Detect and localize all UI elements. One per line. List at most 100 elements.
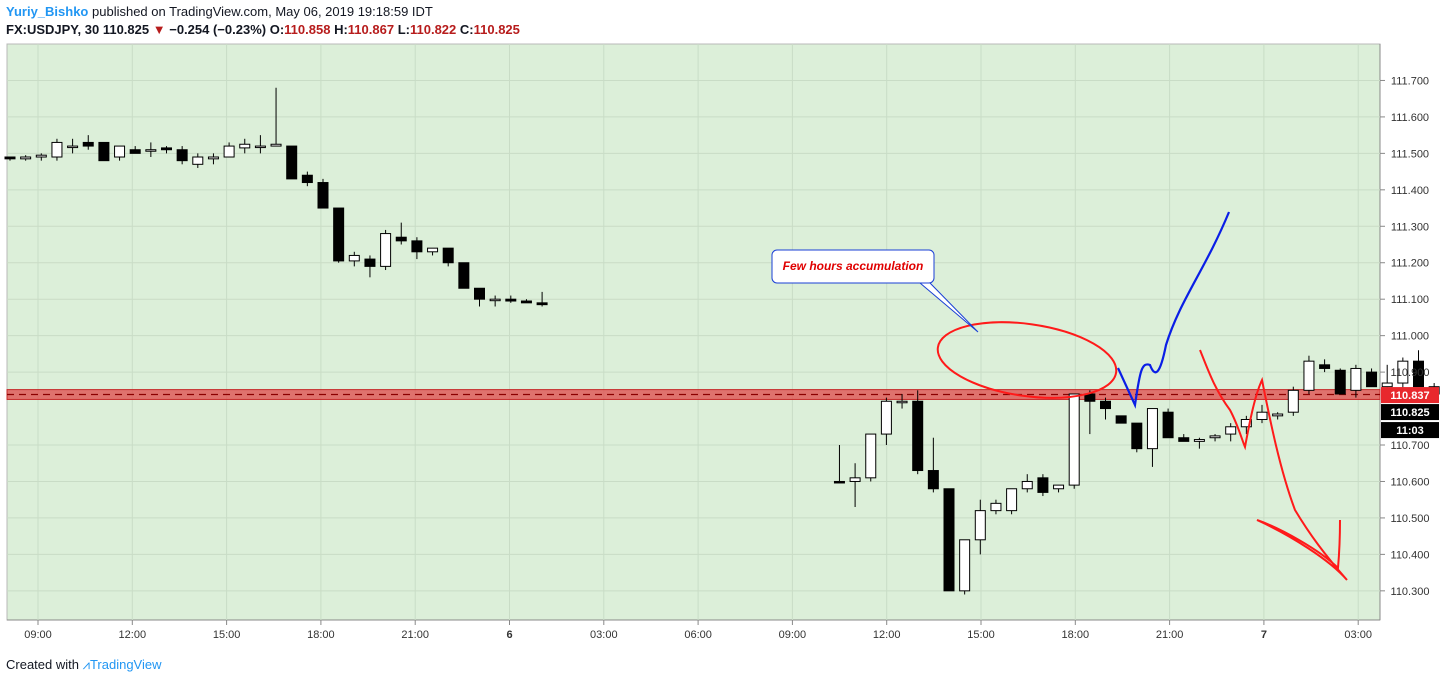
candle-body (865, 433, 877, 479)
footer: Created with ⩘TradingView (6, 657, 162, 673)
price-tick-label: 110.400 (1391, 549, 1430, 561)
candle-body (1115, 415, 1127, 424)
price-tick-label: 110.700 (1391, 440, 1430, 452)
close-value: 110.825 (473, 22, 520, 37)
candle-body (1256, 411, 1268, 420)
candle-body (286, 145, 298, 180)
candle-body (489, 298, 501, 302)
price-line-badge (1381, 387, 1439, 404)
tradingview-brand[interactable]: TradingView (89, 657, 162, 672)
candle-body (1021, 480, 1033, 490)
time-axis[interactable]: 09:00 12:00 15:00 18:00 21:00 6 03:00 06:00 09:0… (24, 620, 1372, 641)
candle-body (333, 207, 345, 262)
open-value: 110.858 (284, 22, 331, 37)
candle-body (927, 470, 939, 490)
candle-body (1366, 371, 1378, 388)
candle-body (1225, 426, 1237, 435)
time-tick-label: 21:00 (1156, 629, 1184, 641)
price-tick-label: 111.200 (1391, 258, 1429, 270)
callout-box (771, 249, 935, 284)
price-change: −0.254 (−0.23%) (169, 22, 267, 37)
price-tick-label: 111.400 (1391, 185, 1429, 197)
candle-body (82, 141, 94, 147)
candle-body (442, 247, 454, 264)
candle-body (1240, 418, 1252, 428)
open-label: O: (269, 22, 285, 37)
candle-body (301, 174, 313, 184)
time-tick-label: 15:00 (967, 629, 995, 641)
candle-body (474, 287, 485, 300)
candle-body (1053, 484, 1065, 490)
time-tick-label: 18:00 (307, 629, 335, 641)
candle-body (1131, 422, 1143, 450)
candle-body (270, 143, 282, 147)
candle-body (364, 258, 376, 267)
bearish-projection-path (1199, 349, 1348, 581)
candle-body (458, 262, 470, 289)
candle-body (1287, 389, 1299, 413)
candle-body (959, 539, 971, 592)
candle-body (223, 145, 235, 158)
time-tick-label: 6 (506, 629, 512, 641)
countdown-badge (1381, 422, 1439, 439)
candle-body (348, 254, 360, 262)
price-tick-label: 111.300 (1391, 221, 1429, 233)
candle-body (849, 477, 861, 482)
candle-body (176, 149, 188, 162)
time-tick-label: 03:00 (590, 629, 618, 641)
last-price-badge (1381, 404, 1439, 421)
candle-body (207, 156, 219, 160)
candle-body (1319, 364, 1331, 369)
grid (7, 44, 1380, 620)
symbol-label: FX:USDJPY, 30 (6, 22, 100, 37)
candle-body (1381, 382, 1393, 388)
candle-body (833, 480, 845, 484)
time-tick-label: 12:00 (119, 629, 147, 641)
symbol-legend: FX:USDJPY, 30 110.825 ▼ −0.254 (−0.23%) … (6, 22, 520, 37)
price-axis[interactable]: 111.700 111.600 111.500 111.400 111.300 111.2… (1380, 75, 1439, 598)
close-label: C: (459, 22, 474, 37)
candle-body (114, 145, 126, 158)
candle-body (1100, 400, 1111, 410)
bullish-projection-path (1117, 211, 1231, 409)
created-with-text: Created with (6, 657, 79, 672)
publish-info: Yuriy_Bishko published on TradingView.co… (6, 4, 433, 19)
price-line-label: 110.837 (1390, 390, 1429, 402)
price-tick-label: 111.100 (1391, 294, 1429, 306)
resistance-zone (6, 389, 1381, 400)
candle-body (1334, 369, 1346, 395)
candle-body (536, 302, 548, 306)
candle-body (380, 233, 392, 267)
candle-body (1413, 360, 1424, 388)
price-tick-label: 110.600 (1391, 476, 1430, 488)
candle-body (520, 300, 532, 304)
candle-body (317, 182, 329, 209)
price-tick-label: 110.300 (1391, 586, 1430, 598)
plot-area[interactable] (6, 43, 1381, 621)
time-tick-label: 12:00 (873, 629, 901, 641)
candle-body (129, 149, 141, 154)
price-tick-label: 110.500 (1391, 513, 1430, 525)
publish-text: published on TradingView.com, May 06, 20… (92, 4, 433, 19)
last-price-label: 110.825 (1390, 407, 1429, 419)
author-link[interactable]: Yuriy_Bishko (6, 4, 89, 19)
time-tick-label: 03:00 (1344, 629, 1372, 641)
candle-body (1037, 477, 1049, 493)
countdown-label: 11:03 (1396, 425, 1424, 437)
tradingview-logo-icon: ⩘ (82, 657, 90, 672)
price-tick-label: 111.500 (1391, 148, 1429, 160)
candle-body (1350, 367, 1362, 391)
down-arrow-icon: ▼ (152, 22, 166, 37)
candle-body (1006, 488, 1018, 512)
annotation-callout[interactable]: Few hours accumulation (771, 249, 979, 333)
candle-body (427, 247, 439, 253)
candle-body (51, 141, 63, 158)
time-tick-label: 15:00 (213, 629, 241, 641)
low-label: L: (397, 22, 410, 37)
candle-body (1162, 411, 1174, 439)
annotation-text: Few hours accumulation (783, 259, 924, 273)
time-tick-label: 09:00 (779, 629, 807, 641)
high-label: H: (334, 22, 348, 37)
candle-body (67, 145, 79, 149)
